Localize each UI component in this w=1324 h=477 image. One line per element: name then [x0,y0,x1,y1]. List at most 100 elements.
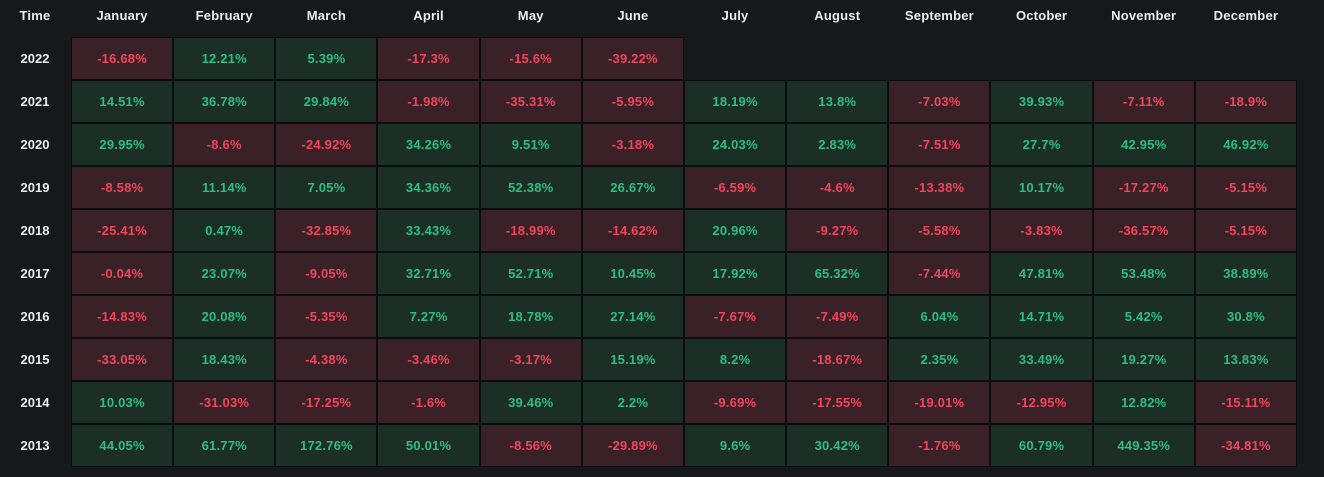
return-cell: 5.42% [1093,296,1194,337]
return-cell: 15.19% [582,339,683,380]
return-cell: -18.67% [787,339,888,380]
return-cell: 30.8% [1195,296,1296,337]
return-cell: 0.47% [174,210,275,251]
return-cell: 18.78% [480,296,581,337]
empty-cell [1196,38,1296,79]
return-cell: -17.27% [1093,167,1194,208]
return-cell: -17.3% [378,38,479,79]
return-cell: -13.38% [889,167,990,208]
return-cell: 9.51% [480,124,581,165]
return-cell: 7.27% [378,296,479,337]
return-cell: -14.62% [582,210,683,251]
return-cell: 9.6% [684,425,786,466]
return-cell: -5.95% [582,81,683,122]
return-cell: -5.58% [889,210,990,251]
return-cell: 39.46% [480,382,581,423]
return-cell: 29.84% [276,81,377,122]
month-column-header: January [96,7,148,23]
return-cell: -3.46% [378,339,479,380]
return-cell: -4.38% [276,339,377,380]
return-cell: 33.49% [991,339,1092,380]
return-cell: 449.35% [1093,425,1194,466]
return-cell: 11.14% [174,167,275,208]
return-cell: 13.8% [787,81,888,122]
return-cell: 5.39% [276,38,377,79]
return-cell: -14.83% [72,296,173,337]
return-cell: -33.05% [72,339,173,380]
return-cell: -0.04% [72,253,173,294]
return-cell: 52.71% [480,253,581,294]
return-cell: -1.98% [378,81,479,122]
empty-cell [787,38,887,79]
month-column-header: February [195,7,253,23]
month-column-header: October [1015,7,1068,23]
year-label: 2021 [20,94,50,109]
return-cell: 53.48% [1093,253,1194,294]
return-cell: -9.27% [787,210,888,251]
return-cell: 19.27% [1093,339,1194,380]
month-column-header: June [617,7,649,23]
return-cell: 52.38% [480,167,581,208]
return-cell: 27.7% [991,124,1092,165]
return-cell: -12.95% [991,382,1092,423]
year-label: 2015 [20,352,50,367]
return-cell: 13.83% [1195,339,1296,380]
return-cell: -16.68% [72,38,173,79]
return-cell: -7.67% [684,296,786,337]
return-cell: -7.44% [889,253,990,294]
return-cell: 7.05% [276,167,377,208]
return-cell: 172.76% [276,425,377,466]
return-cell: -8.6% [174,124,275,165]
return-cell: -18.99% [480,210,581,251]
return-cell: 6.04% [889,296,990,337]
return-cell: -7.03% [889,81,990,122]
return-cell: -5.15% [1195,167,1296,208]
return-cell: -3.17% [480,339,581,380]
return-cell: -5.15% [1195,210,1296,251]
return-cell: -31.03% [174,382,275,423]
month-column-header: September [904,7,974,23]
return-cell: -32.85% [276,210,377,251]
return-cell: -8.58% [72,167,173,208]
return-cell: 39.93% [991,81,1092,122]
return-cell: 34.26% [378,124,479,165]
return-cell: -15.6% [480,38,581,79]
return-cell: -1.6% [378,382,479,423]
return-cell: -1.76% [889,425,990,466]
empty-cell [889,38,989,79]
month-column-header: August [814,7,861,23]
month-column-header: November [1111,7,1177,23]
return-cell: 47.81% [991,253,1092,294]
empty-cell [685,38,785,79]
return-cell: -8.56% [480,425,581,466]
return-cell: -34.81% [1195,425,1296,466]
year-label: 2019 [20,180,50,195]
return-cell: -7.11% [1093,81,1194,122]
return-cell: 12.82% [1093,382,1194,423]
return-cell: -24.92% [276,124,377,165]
return-cell: 12.21% [174,38,275,79]
return-cell: 36.78% [174,81,275,122]
return-cell: 30.42% [787,425,888,466]
return-cell: 33.43% [378,210,479,251]
return-cell: -4.6% [787,167,888,208]
return-cell: -7.49% [787,296,888,337]
return-cell: 14.51% [72,81,173,122]
return-cell: 18.43% [174,339,275,380]
time-column-header: Time [19,7,51,23]
return-cell: -5.35% [276,296,377,337]
year-label: 2022 [20,51,50,66]
return-cell: -25.41% [72,210,173,251]
empty-cell [991,38,1091,79]
return-cell: -36.57% [1093,210,1194,251]
return-cell: 10.17% [991,167,1092,208]
return-cell: 61.77% [174,425,275,466]
return-cell: 8.2% [684,339,786,380]
return-cell: -19.01% [889,382,990,423]
return-cell: -17.25% [276,382,377,423]
year-label: 2018 [20,223,50,238]
return-cell: 2.83% [787,124,888,165]
return-cell: 44.05% [72,425,173,466]
return-cell: 10.45% [582,253,683,294]
return-cell: -3.83% [991,210,1092,251]
